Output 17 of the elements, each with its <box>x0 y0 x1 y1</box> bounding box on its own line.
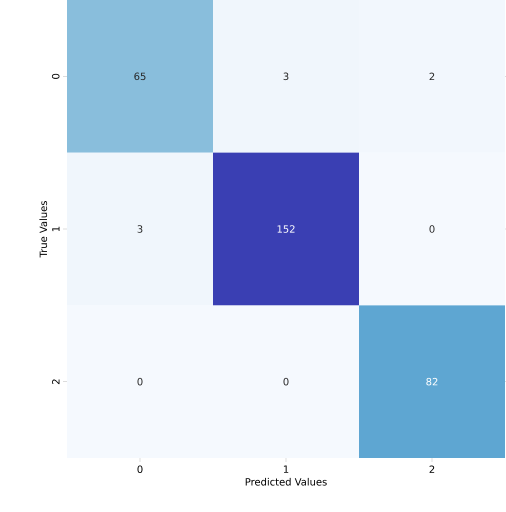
y-axis-title: True Values <box>39 201 48 258</box>
data-label: 3 <box>284 72 288 80</box>
data-label: 0 <box>137 378 143 386</box>
y-tick-label: 0 <box>52 74 60 79</box>
x-tick-label: 2 <box>430 466 434 473</box>
data-label: 0 <box>283 378 289 386</box>
y-tick-label: 1 <box>52 226 60 232</box>
data-label: 3 <box>138 225 142 233</box>
x-tick-label: 0 <box>137 466 143 474</box>
data-label: 82 <box>426 378 438 386</box>
data-label: 2 <box>430 72 434 80</box>
x-tick-label: 1 <box>284 466 288 473</box>
data-label: 0 <box>429 225 435 233</box>
data-label: 65 <box>134 72 146 80</box>
data-label: 152 <box>278 225 295 233</box>
x-axis-title: Predicted Values <box>246 478 327 486</box>
y-tick-label: 2 <box>52 380 60 384</box>
